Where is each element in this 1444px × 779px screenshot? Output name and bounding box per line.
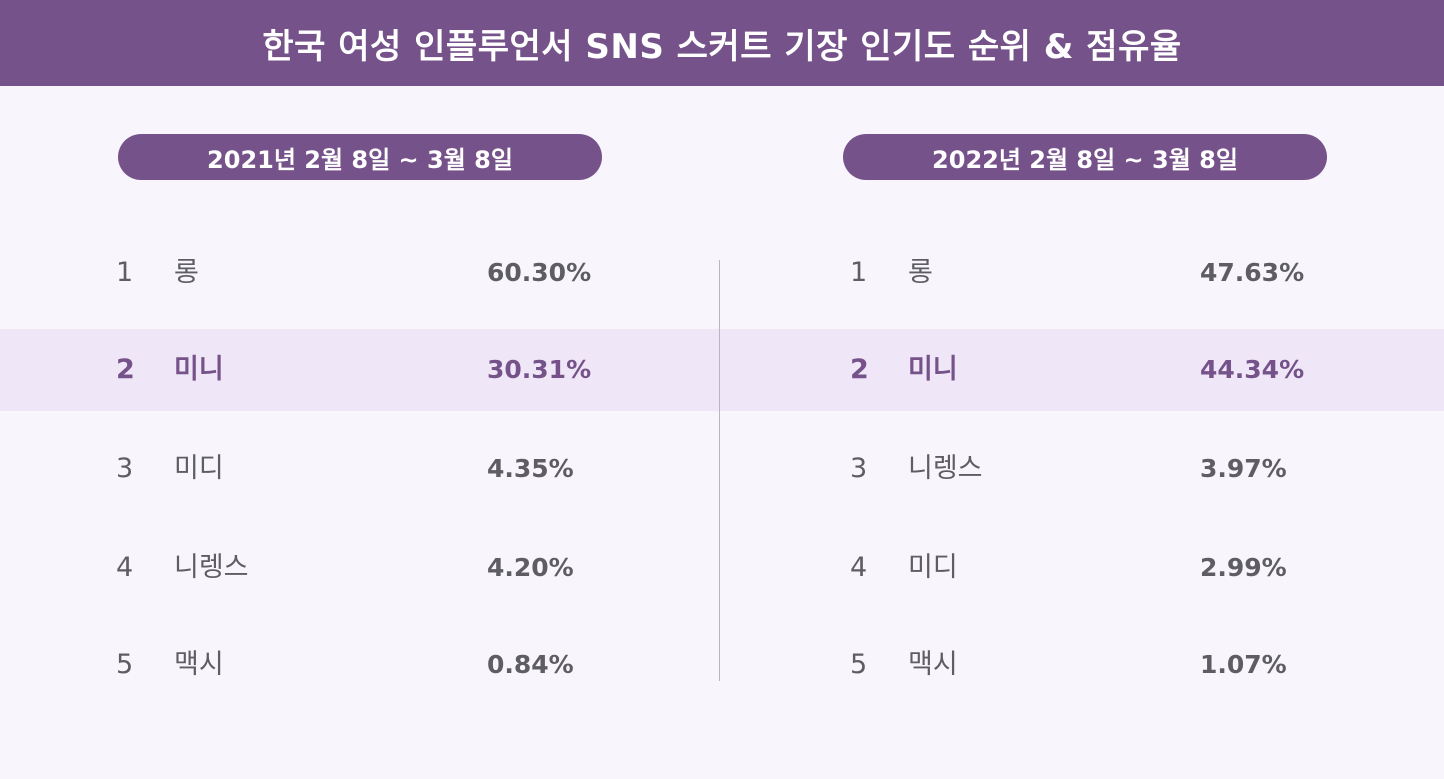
rank-cell: 3 xyxy=(850,453,868,484)
rank-cell: 4 xyxy=(116,552,134,583)
title-bar: 한국 여성 인플루언서 SNS 스커트 기장 인기도 순위 & 점유율 xyxy=(0,0,1444,86)
share-cell: 1.07% xyxy=(1200,650,1287,679)
share-cell: 4.20% xyxy=(487,553,574,582)
rank-cell: 5 xyxy=(850,649,868,680)
name-cell: 니렝스 xyxy=(908,453,983,484)
rank-cell: 2 xyxy=(116,354,135,385)
rank-cell: 4 xyxy=(850,552,868,583)
column-divider xyxy=(719,260,720,681)
page-title: 한국 여성 인플루언서 SNS 스커트 기장 인기도 순위 & 점유율 xyxy=(262,26,1182,67)
rank-cell: 3 xyxy=(116,453,134,484)
rank-cell: 1 xyxy=(850,257,868,288)
share-cell: 4.35% xyxy=(487,454,574,483)
name-cell: 니렝스 xyxy=(174,552,249,583)
rank-cell: 1 xyxy=(116,257,134,288)
rank-cell: 2 xyxy=(850,354,869,385)
name-cell: 맥시 xyxy=(908,649,958,680)
share-cell: 44.34% xyxy=(1200,355,1305,384)
share-cell: 30.31% xyxy=(487,355,592,384)
share-cell: 3.97% xyxy=(1200,454,1287,483)
rank-cell: 5 xyxy=(116,649,134,680)
period-label-2022: 2022년 2월 8일 ~ 3월 8일 xyxy=(843,134,1327,180)
name-cell: 미디 xyxy=(174,453,224,484)
name-cell: 미디 xyxy=(908,552,958,583)
name-cell: 미니 xyxy=(174,354,224,385)
highlight-band xyxy=(0,329,1444,411)
period-label-2021: 2021년 2월 8일 ~ 3월 8일 xyxy=(118,134,602,180)
name-cell: 미니 xyxy=(908,354,958,385)
share-cell: 0.84% xyxy=(487,650,574,679)
name-cell: 롱 xyxy=(174,257,199,288)
share-cell: 2.99% xyxy=(1200,553,1287,582)
share-cell: 47.63% xyxy=(1200,258,1305,287)
name-cell: 롱 xyxy=(908,257,933,288)
share-cell: 60.30% xyxy=(487,258,592,287)
name-cell: 맥시 xyxy=(174,649,224,680)
